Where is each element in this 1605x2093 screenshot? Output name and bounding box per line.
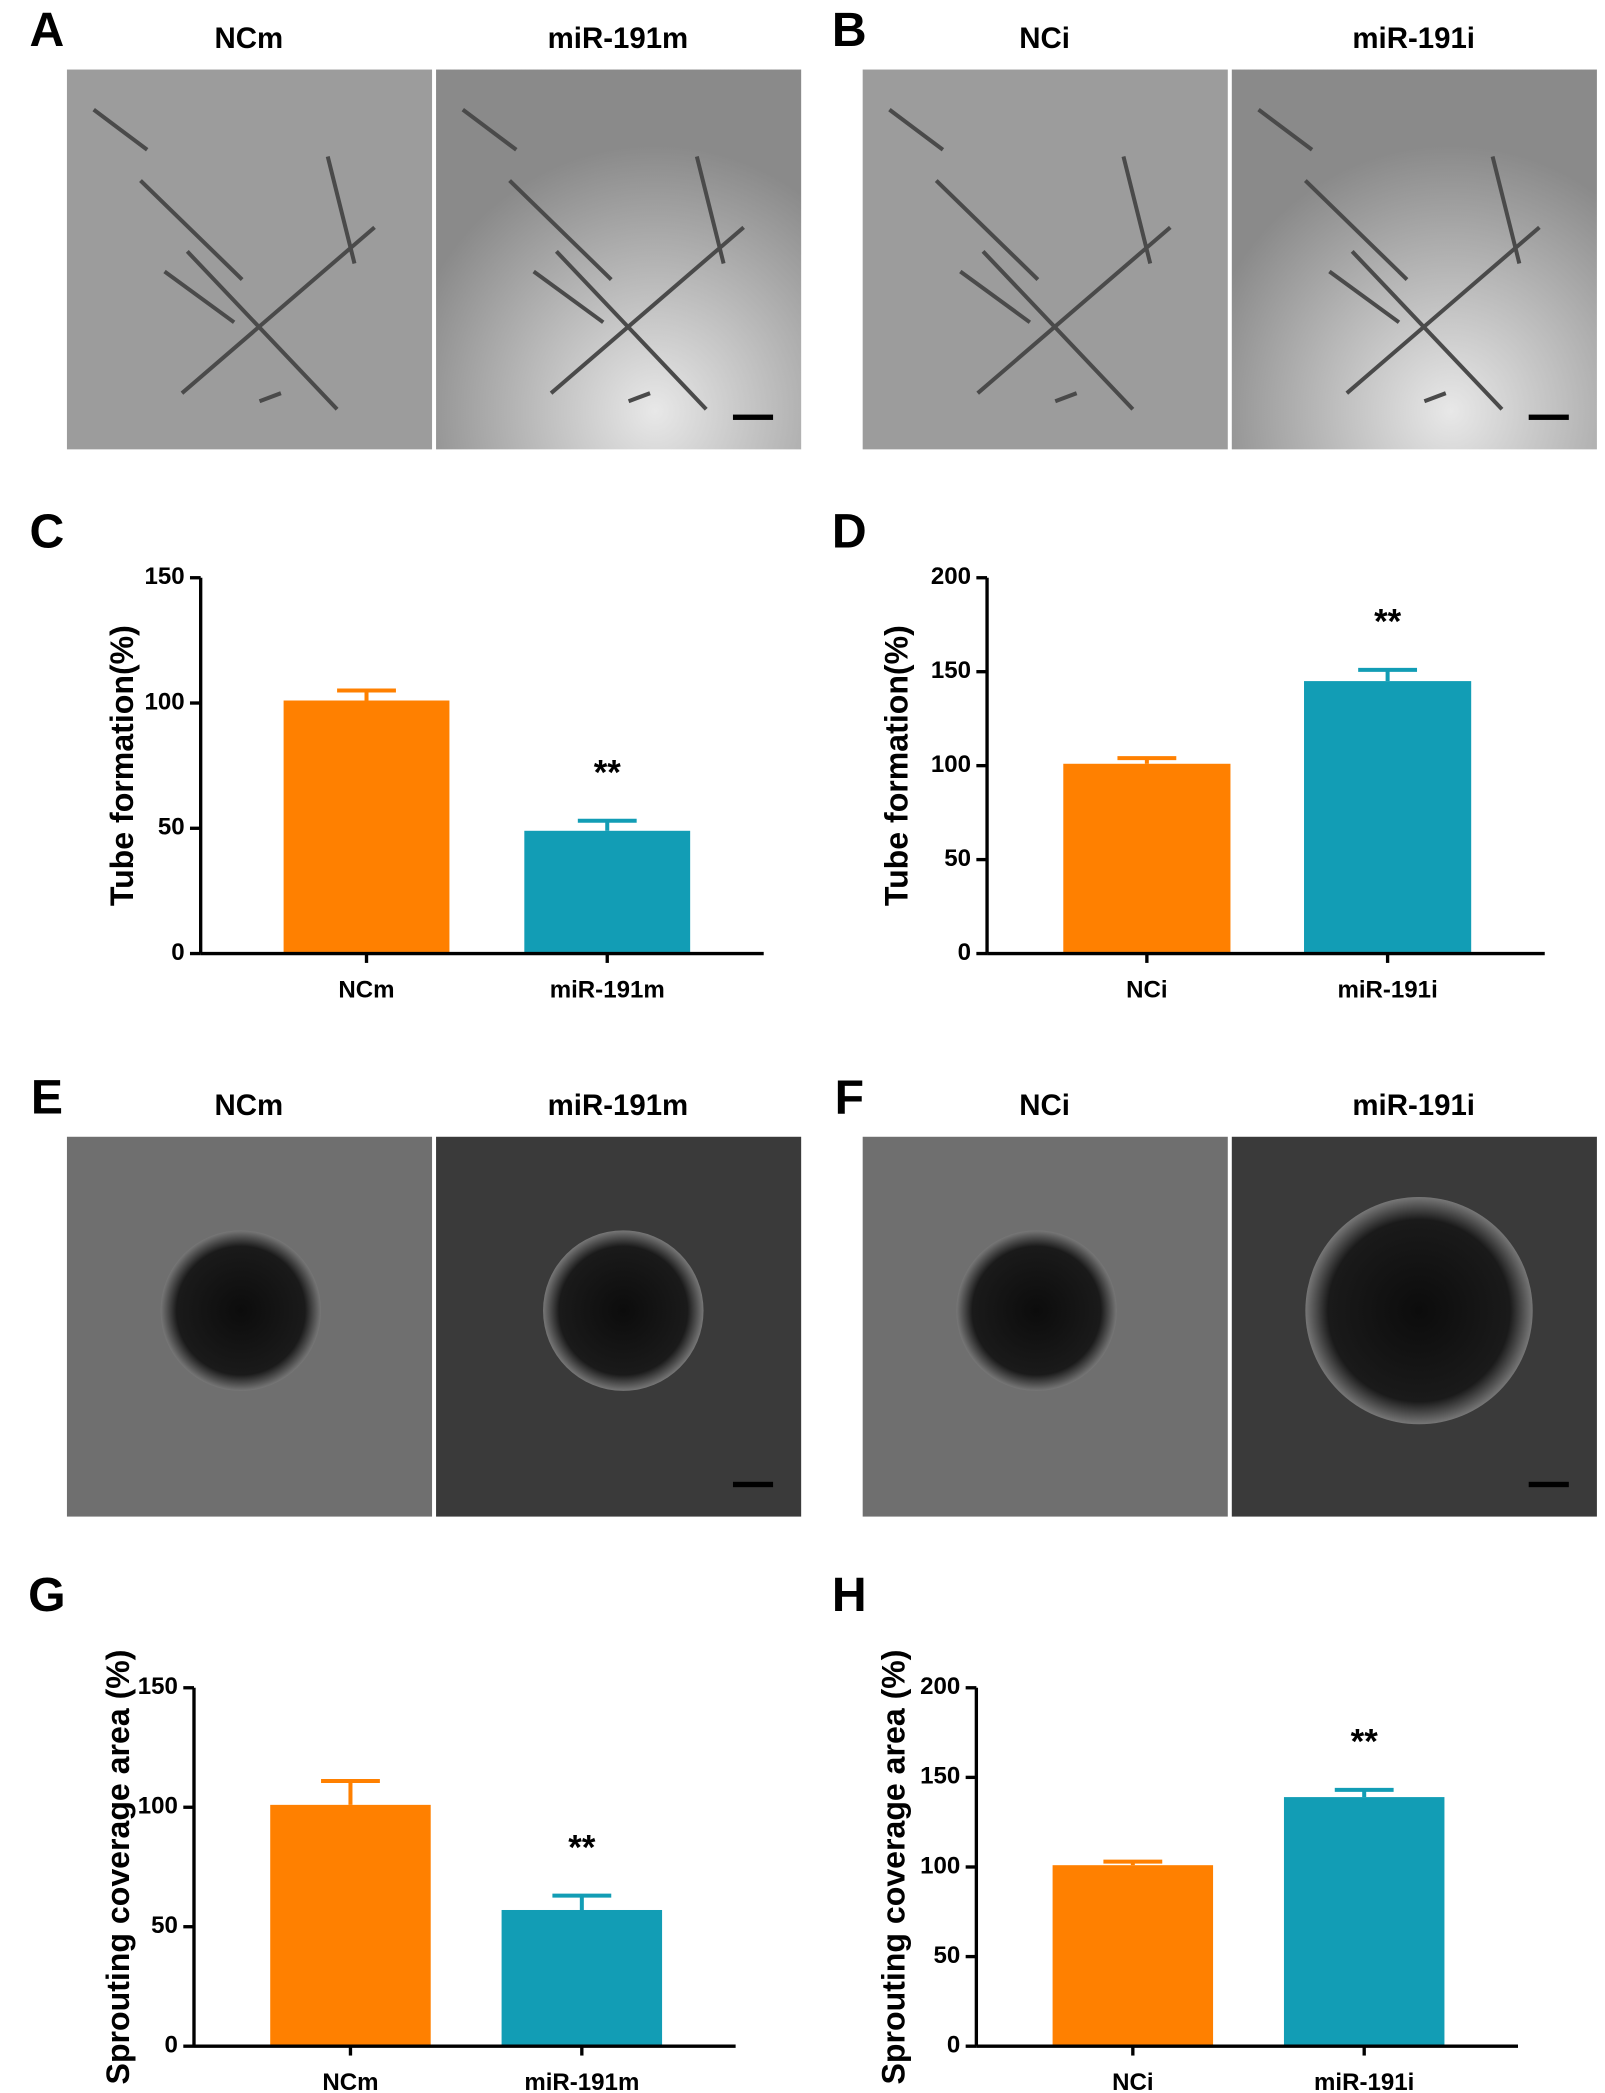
x-tick-label: NCm — [338, 976, 394, 1003]
y-tick-label: 0 — [947, 2032, 960, 2059]
tube — [1257, 108, 1314, 152]
tube — [163, 269, 236, 324]
micrograph — [1231, 69, 1597, 450]
micrograph — [66, 69, 433, 450]
micrograph — [862, 69, 1228, 450]
panel-label: A — [29, 3, 64, 57]
y-tick-label: 200 — [920, 1673, 960, 1700]
image-title: miR-191m — [548, 1089, 689, 1122]
panel-label: B — [832, 3, 867, 57]
tube — [325, 155, 357, 264]
bar — [1283, 1797, 1445, 2047]
y-tick-label: 150 — [931, 657, 971, 684]
tube — [180, 225, 376, 395]
y-tick-label: 0 — [958, 939, 971, 966]
panel-label: C — [29, 505, 64, 559]
y-tick-label: 100 — [144, 688, 184, 715]
y-tick-label: 150 — [144, 563, 184, 590]
tube — [258, 391, 282, 404]
scale-bar — [732, 1481, 774, 1488]
tube — [532, 269, 605, 324]
scale-bar — [732, 414, 774, 420]
spheroid — [1305, 1196, 1533, 1425]
bar — [283, 700, 450, 954]
tube — [549, 225, 745, 395]
tube — [1121, 155, 1153, 264]
y-tick-label: 200 — [931, 563, 971, 590]
bar — [1052, 1865, 1214, 2047]
image-title: miR-191m — [548, 22, 689, 55]
y-tick-label: 50 — [934, 1942, 961, 1969]
panel-label: H — [832, 1568, 867, 1622]
scale-bar — [1528, 414, 1569, 420]
bar — [270, 1804, 431, 2047]
tube — [1345, 225, 1541, 395]
panel-label: E — [31, 1070, 63, 1124]
tube — [185, 250, 339, 411]
y-tick-label: 150 — [920, 1763, 960, 1790]
spheroid — [543, 1230, 704, 1391]
panel-label: F — [835, 1070, 864, 1124]
y-tick-label: 0 — [165, 2032, 178, 2059]
significance: ** — [1351, 1724, 1379, 1762]
tube — [888, 108, 945, 152]
tube — [554, 250, 708, 411]
y-tick-label: 50 — [944, 845, 971, 872]
tube — [959, 269, 1032, 324]
micrograph — [436, 69, 802, 450]
scale-bar — [1528, 1481, 1569, 1488]
x-tick-label: NCm — [322, 2069, 378, 2093]
x-tick-label: miR-191m — [524, 2069, 639, 2093]
tube — [1350, 250, 1504, 411]
image-title: NCi — [1019, 22, 1070, 55]
tube — [461, 108, 518, 152]
tube — [1303, 179, 1409, 281]
x-tick-label: NCi — [1126, 976, 1167, 1003]
tube — [1328, 269, 1401, 324]
x-tick-label: miR-191m — [550, 976, 665, 1003]
y-axis-label: Sprouting coverage area (%) — [876, 1650, 912, 2085]
significance: ** — [1374, 604, 1402, 642]
image-title: miR-191i — [1352, 22, 1475, 55]
spheroid — [956, 1230, 1117, 1391]
panel-label: G — [28, 1568, 65, 1622]
y-tick-label: 100 — [931, 751, 971, 778]
x-tick-label: miR-191i — [1314, 2069, 1414, 2093]
y-axis-label: Tube formation(%) — [104, 625, 140, 906]
spheroid — [160, 1230, 322, 1391]
tube — [694, 155, 726, 264]
y-tick-label: 150 — [138, 1673, 178, 1700]
image-title: NCm — [215, 1089, 284, 1122]
tube — [508, 179, 613, 281]
significance: ** — [568, 1829, 596, 1867]
panel-label: D — [832, 505, 867, 559]
tube — [976, 225, 1172, 395]
y-tick-label: 100 — [920, 1852, 960, 1879]
bar — [524, 830, 691, 954]
tube — [627, 391, 651, 404]
bar — [501, 1909, 663, 2047]
y-axis-label: Sprouting coverage area (%) — [100, 1650, 136, 2085]
y-tick-label: 50 — [151, 1912, 178, 1939]
image-title: NCi — [1019, 1089, 1070, 1122]
y-tick-label: 0 — [171, 939, 184, 966]
bar — [1063, 763, 1231, 954]
y-tick-label: 50 — [158, 814, 185, 841]
tube — [1423, 391, 1447, 404]
image-title: NCm — [215, 22, 284, 55]
x-tick-label: miR-191i — [1337, 976, 1437, 1003]
bar — [1304, 681, 1472, 954]
y-tick-label: 100 — [138, 1793, 178, 1820]
tube — [139, 179, 244, 281]
significance: ** — [594, 754, 622, 792]
tube — [1490, 155, 1522, 264]
y-axis-label: Tube formation(%) — [878, 625, 914, 906]
x-tick-label: NCi — [1112, 2069, 1153, 2093]
tube — [1054, 391, 1078, 404]
tube — [934, 179, 1040, 281]
tube — [92, 108, 149, 152]
tube — [981, 250, 1135, 411]
image-title: miR-191i — [1352, 1089, 1475, 1122]
